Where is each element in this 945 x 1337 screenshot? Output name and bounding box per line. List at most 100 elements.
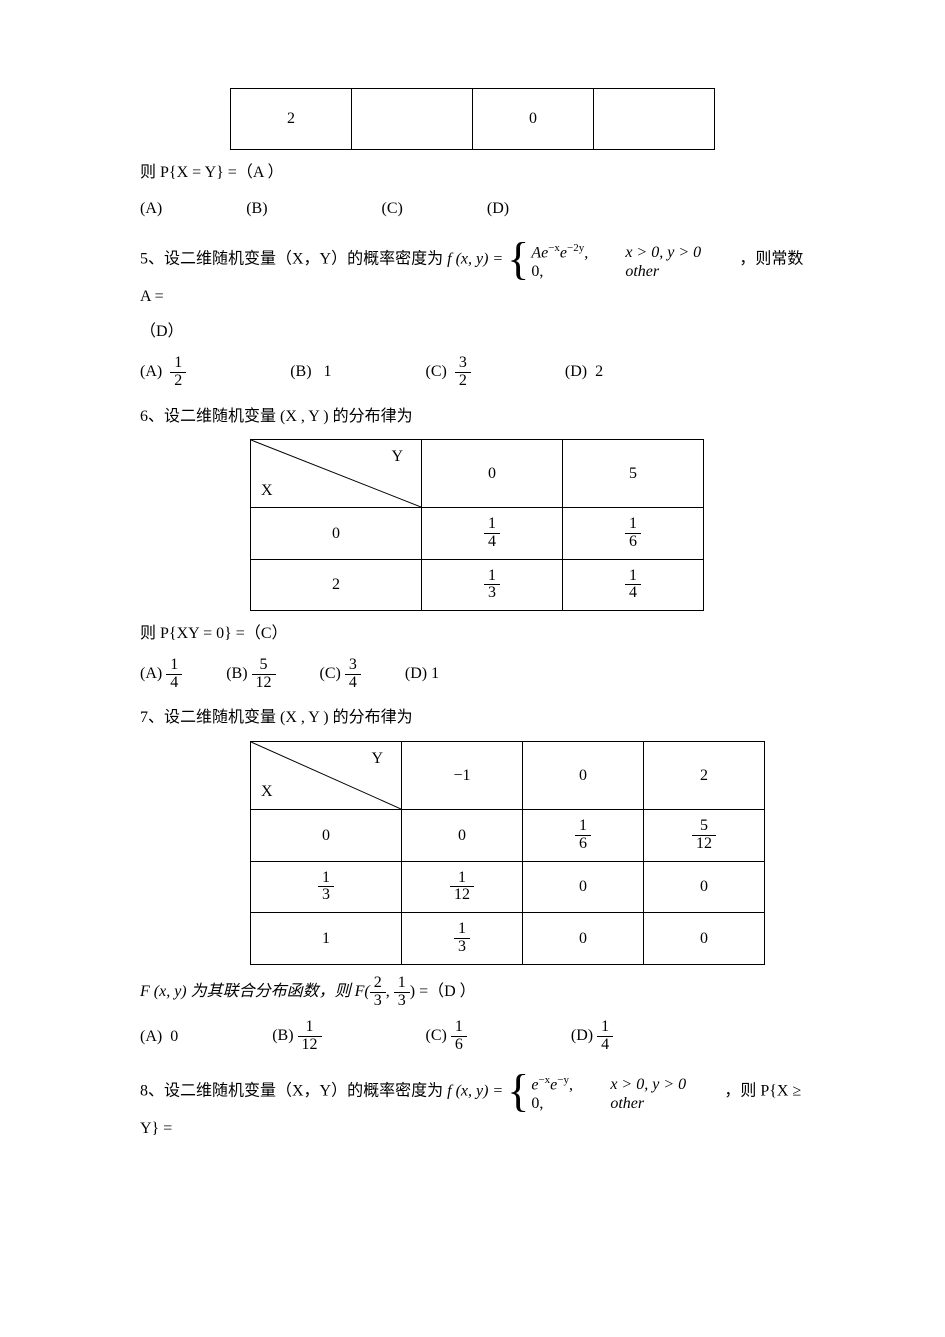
q4-result: 则 P{X = Y} =（A ）: [140, 160, 805, 186]
n: 1: [318, 870, 334, 888]
q7-opt-d: (D) 14: [571, 1019, 613, 1054]
d: 6: [575, 836, 591, 853]
q4-opt-c: (C): [382, 196, 403, 222]
q4-opt-b: (B): [246, 196, 267, 222]
q5-opt-c: (C) 32: [426, 355, 471, 390]
fd: 3: [484, 585, 500, 602]
q7-stem: 7、设二维随机变量 (X , Y ) 的分布律为: [140, 705, 805, 731]
q7-r0c1: 16: [523, 810, 644, 862]
q5-d-val: 2: [595, 363, 603, 380]
q7-f-prefix: F (x, y) 为其联合分布函数，则 F(: [140, 983, 370, 1000]
l: (D): [571, 1027, 593, 1044]
q7-r2c1: 0: [523, 913, 644, 965]
q7-r2x: 1: [251, 913, 402, 965]
q5-c1s2: −2y: [567, 242, 584, 254]
q7-opt-c: (C) 16: [426, 1019, 467, 1054]
q7-f-suffix: ) =（D ）: [410, 983, 476, 1000]
q5-c-num: 3: [455, 355, 471, 373]
d: 4: [597, 1037, 613, 1054]
q6-options: (A) 14 (B) 512 (C) 34 (D) 1: [140, 657, 805, 692]
q6-opt-c: (C) 34: [320, 657, 361, 692]
q5-prefix: 5、设二维随机变量（X，Y）的概率密度为: [140, 250, 447, 267]
q6-y-label: Y: [391, 444, 403, 470]
q5-c-den: 2: [455, 373, 471, 390]
l: (C): [426, 1027, 447, 1044]
q6-stem: 6、设二维随机变量 (X , Y ) 的分布律为: [140, 404, 805, 430]
q7-r2c2: 0: [644, 913, 765, 965]
q6-r1c0: 13: [422, 559, 563, 611]
q7-r0c2: 512: [644, 810, 765, 862]
q6-r0c1: 16: [563, 508, 704, 560]
fn: 1: [484, 516, 500, 534]
q4-result-text: 则 P{X = Y} =（A ）: [140, 164, 284, 181]
q6-header-xy: Y X: [251, 440, 422, 508]
d: 3: [394, 993, 410, 1010]
q4-table: 2 0: [230, 88, 715, 150]
l: (C): [320, 665, 341, 682]
l: (D): [405, 665, 427, 682]
c2: other: [610, 1092, 720, 1116]
q5-lhs: f (x, y) =: [447, 250, 507, 267]
q7-r0c0: 0: [402, 810, 523, 862]
q6-col0: 0: [422, 440, 563, 508]
q5-c1t: ,: [584, 244, 588, 261]
q7-r1c2: 0: [644, 861, 765, 913]
q6-result: 则 P{XY = 0} =（C）: [140, 621, 805, 647]
d: 3: [454, 939, 470, 956]
d: 6: [451, 1037, 467, 1054]
q7-r2c0: 13: [402, 913, 523, 965]
n: 1: [394, 975, 410, 993]
table-cell: 0: [473, 89, 594, 150]
table-cell: [594, 89, 715, 150]
n: 1: [451, 1019, 467, 1037]
q4-opt-d: (D): [487, 196, 509, 222]
fn: 1: [484, 568, 500, 586]
s2: −y: [557, 1074, 569, 1086]
a2: 0,: [531, 1092, 606, 1116]
n: 2: [370, 975, 386, 993]
d: 3: [370, 993, 386, 1010]
n: 1: [450, 870, 474, 888]
q7-table: Y X −1 0 2 0 0 16 512 13 112 0 0 1 13 0 …: [250, 741, 765, 965]
q7-col2: 2: [644, 742, 765, 810]
n: 1: [454, 921, 470, 939]
q7-header-xy: Y X: [251, 742, 402, 810]
d: 12: [450, 887, 474, 904]
q5-b-val: 1: [324, 363, 332, 380]
q5-c1a: Ae: [531, 244, 548, 261]
q8-piecewise: { e−xe−y, x > 0, y > 0 0, other: [507, 1068, 720, 1116]
q6-r1c1: 14: [563, 559, 704, 611]
q5-c1s1: −x: [548, 242, 560, 254]
q5-answer: （D）: [140, 319, 805, 345]
q5-d-label: (D): [565, 363, 587, 380]
l: (A): [140, 665, 162, 682]
q7-x-label: X: [261, 779, 273, 805]
d: 12: [298, 1037, 322, 1054]
n: 1: [575, 818, 591, 836]
q7-opt-a: (A) 0: [140, 1024, 178, 1050]
l: (B): [272, 1027, 293, 1044]
q7-y-label: Y: [371, 746, 383, 772]
n: 1: [597, 1019, 613, 1037]
q6-opt-d: (D) 1: [405, 661, 439, 687]
q6-opt-b: (B) 512: [226, 657, 275, 692]
fn: 1: [625, 568, 641, 586]
q5-c-label: (C): [426, 363, 447, 380]
n: 5: [252, 657, 276, 675]
n: 1: [298, 1019, 322, 1037]
v: 0: [170, 1028, 178, 1045]
q5-opt-b: (B) 1: [290, 359, 331, 385]
q6-x-label: X: [261, 478, 273, 504]
q5-opt-a: (A) 12: [140, 355, 186, 390]
fd: 4: [625, 585, 641, 602]
n: 5: [692, 818, 716, 836]
table-cell: [352, 89, 473, 150]
q7-f-comma: ,: [386, 983, 394, 1000]
l: (A): [140, 1028, 162, 1045]
q7-r0x: 0: [251, 810, 402, 862]
q7-r1x: 13: [251, 861, 402, 913]
d: 12: [692, 836, 716, 853]
q6-r0c0: 14: [422, 508, 563, 560]
l: (B): [226, 665, 247, 682]
q5-opt-d: (D) 2: [565, 359, 603, 385]
